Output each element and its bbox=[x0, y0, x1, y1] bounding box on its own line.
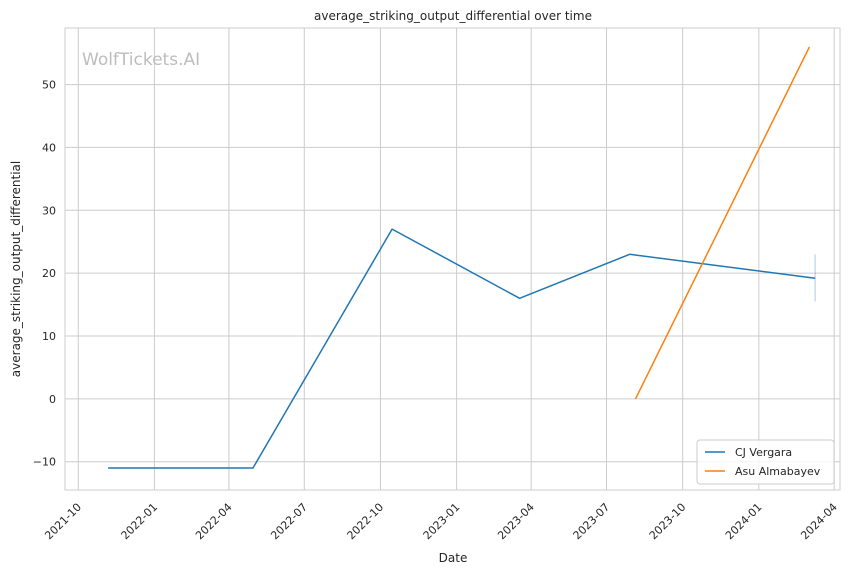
x-axis-label: Date bbox=[439, 551, 468, 565]
y-tick-label: 40 bbox=[42, 141, 56, 154]
legend-label: CJ Vergara bbox=[735, 446, 792, 459]
series-line bbox=[634, 46, 811, 400]
y-axis: −10 0 10 20 30 40 50 bbox=[33, 79, 56, 469]
series-layer bbox=[108, 46, 816, 469]
y-tick-label: 10 bbox=[42, 330, 56, 343]
y-tick-label: −10 bbox=[33, 456, 56, 469]
legend-label: Asu Almabayev bbox=[735, 465, 821, 478]
watermark: WolfTickets.AI bbox=[82, 50, 200, 70]
legend-box bbox=[696, 439, 835, 485]
y-tick-label: 50 bbox=[42, 79, 56, 92]
y-tick-label: 30 bbox=[42, 204, 56, 217]
y-tick-label: 0 bbox=[49, 393, 56, 406]
legend: CJ Vergara Asu Almabayev bbox=[696, 439, 835, 485]
y-axis-label: average_striking_output_differential bbox=[9, 161, 23, 377]
series-0 bbox=[108, 228, 816, 469]
plot-frame bbox=[64, 27, 841, 491]
series-line bbox=[108, 228, 816, 469]
y-tick-label: 20 bbox=[42, 267, 56, 280]
grid bbox=[65, 28, 840, 490]
series-1 bbox=[634, 46, 811, 400]
chart-title: average_striking_output_differential ove… bbox=[314, 9, 592, 23]
